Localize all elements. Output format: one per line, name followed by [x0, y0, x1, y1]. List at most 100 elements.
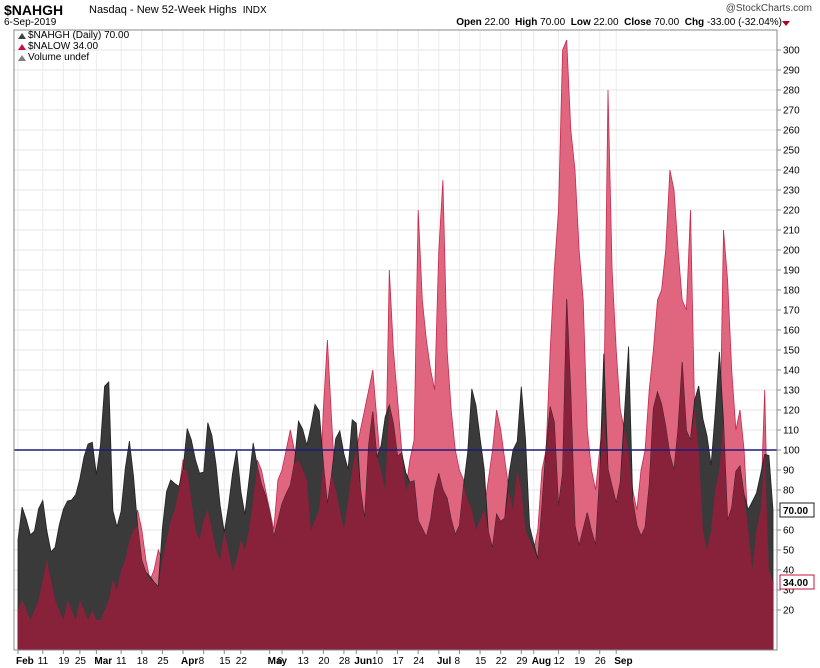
- y-tick-label: 270: [783, 106, 800, 117]
- y-tick-label: 260: [783, 126, 800, 137]
- last-value-text: 34.00: [783, 578, 808, 589]
- x-tick-label: 6: [277, 656, 283, 667]
- y-tick-label: 190: [783, 266, 800, 277]
- x-tick-label: 25: [157, 656, 169, 667]
- y-tick-label: 180: [783, 286, 800, 297]
- legend-label-highs: $NAHGH (Daily) 70.00: [28, 30, 130, 41]
- y-tick-label: 150: [783, 346, 800, 357]
- x-tick-label: 25: [75, 656, 87, 667]
- legend-label-volume: Volume undef: [28, 52, 90, 63]
- chart-legend: $NAHGH (Daily) 70.00 $NALOW 34.00 Volume…: [18, 30, 129, 63]
- y-tick-label: 60: [783, 526, 795, 537]
- y-tick-label: 100: [783, 446, 800, 457]
- x-tick-label: Aug: [532, 656, 551, 667]
- date-label: 6-Sep-2019: [4, 17, 57, 28]
- ohlc-readout: Open 22.00 High 70.00 Low 22.00 Close 70…: [456, 17, 782, 28]
- high-label: High: [515, 17, 538, 28]
- last-value-box: [779, 574, 815, 590]
- y-tick-label: 280: [783, 86, 800, 97]
- y-tick-label: 240: [783, 166, 800, 177]
- x-tick-label: Jun: [354, 656, 372, 667]
- y-tick-label: 40: [783, 566, 795, 577]
- last-value-tag-nahgh: 70.00: [779, 502, 815, 518]
- close-value: 70.00: [654, 17, 680, 28]
- last-value-tags: 70.00 34.00: [779, 502, 815, 590]
- open-value: 22.00: [484, 17, 510, 28]
- x-tick-label: 18: [137, 656, 149, 667]
- legend-swatch-highs-icon: [18, 32, 26, 39]
- x-tick-label: 8: [199, 656, 205, 667]
- y-tick-label: 130: [783, 386, 800, 397]
- x-tick-label: 22: [496, 656, 508, 667]
- x-tick-label: Apr: [181, 656, 198, 667]
- last-value-tag-nalow: 34.00: [779, 574, 815, 590]
- symbol-description: Nasdaq - New 52-Week Highs INDX: [89, 4, 267, 16]
- close-label: Close: [624, 17, 652, 28]
- x-tick-label: 15: [475, 656, 487, 667]
- legend-label-lows: $NALOW 34.00: [28, 41, 99, 52]
- y-tick-label: 50: [783, 546, 795, 557]
- y-tick-label: 230: [783, 186, 800, 197]
- y-tick-label: 160: [783, 326, 800, 337]
- legend-item-lows: $NALOW 34.00: [18, 41, 129, 52]
- x-tick-label: 11: [38, 656, 49, 667]
- y-tick-label: 30: [783, 586, 795, 597]
- y-tick-label: 20: [783, 606, 795, 617]
- x-tick-label: 12: [553, 656, 565, 667]
- low-label: Low: [570, 17, 591, 28]
- x-tick-label: 10: [372, 656, 384, 667]
- x-tick-label: 19: [58, 656, 70, 667]
- chart-header: $NAHGH Nasdaq - New 52-Week Highs INDX 6-…: [0, 0, 820, 28]
- chg-label: Chg: [684, 17, 705, 28]
- x-tick-label: 20: [318, 656, 330, 667]
- y-tick-label: 250: [783, 146, 800, 157]
- x-tick-label: 15: [219, 656, 231, 667]
- y-tick-label: 300: [783, 46, 800, 57]
- y-tick-label: 170: [783, 306, 800, 317]
- description-text: Nasdaq - New 52-Week Highs: [89, 4, 237, 16]
- x-tick-label: May: [268, 656, 288, 667]
- y-tick-label: 210: [783, 226, 800, 237]
- y-tick-label: 220: [783, 206, 800, 217]
- x-tick-label: 8: [454, 656, 460, 667]
- legend-swatch-lows-icon: [18, 43, 26, 50]
- open-label: Open: [456, 17, 482, 28]
- x-tick-label: 24: [413, 656, 425, 667]
- x-tick-label: Jul: [437, 656, 452, 667]
- x-tick-label: 26: [595, 656, 607, 667]
- down-arrow-icon: [782, 21, 790, 26]
- x-tick-label: 11: [116, 656, 127, 667]
- x-tick-label: 19: [574, 656, 586, 667]
- series-area-nalow: [17, 39, 774, 651]
- high-value: 70.00: [540, 17, 566, 28]
- x-tick-label: Mar: [94, 656, 112, 667]
- x-tick-label: Sep: [614, 656, 632, 667]
- series-area-overlap: [18, 299, 773, 650]
- x-tick-label: Feb: [16, 656, 34, 667]
- last-value-text: 70.00: [783, 506, 808, 517]
- y-tick-label: 120: [783, 406, 800, 417]
- x-tick-label: 22: [236, 656, 248, 667]
- legend-item-volume: Volume undef: [18, 52, 129, 63]
- exchange-label: INDX: [242, 5, 267, 16]
- y-tick-label: 90: [783, 466, 795, 477]
- x-tick-label: 17: [393, 656, 405, 667]
- y-axis: 2030405060708090100110120130140150160170…: [777, 46, 800, 617]
- y-tick-label: 80: [783, 486, 795, 497]
- copyright-label: @StockCharts.com: [725, 3, 812, 14]
- legend-swatch-volume-icon: [18, 54, 26, 61]
- symbol-title: $NAHGH: [4, 2, 64, 18]
- plot-frame: [13, 29, 778, 651]
- x-tick-label: 29: [516, 656, 528, 667]
- x-tick-label: 28: [339, 656, 351, 667]
- y-tick-label: 110: [783, 426, 799, 437]
- y-tick-label: 290: [783, 66, 800, 77]
- y-tick-label: 140: [783, 366, 800, 377]
- low-value: 22.00: [593, 17, 619, 28]
- chg-value: -33.00 (-32.04%): [706, 17, 782, 28]
- y-tick-label: 200: [783, 246, 800, 257]
- last-value-box: [779, 502, 815, 518]
- series-areas: [17, 39, 774, 651]
